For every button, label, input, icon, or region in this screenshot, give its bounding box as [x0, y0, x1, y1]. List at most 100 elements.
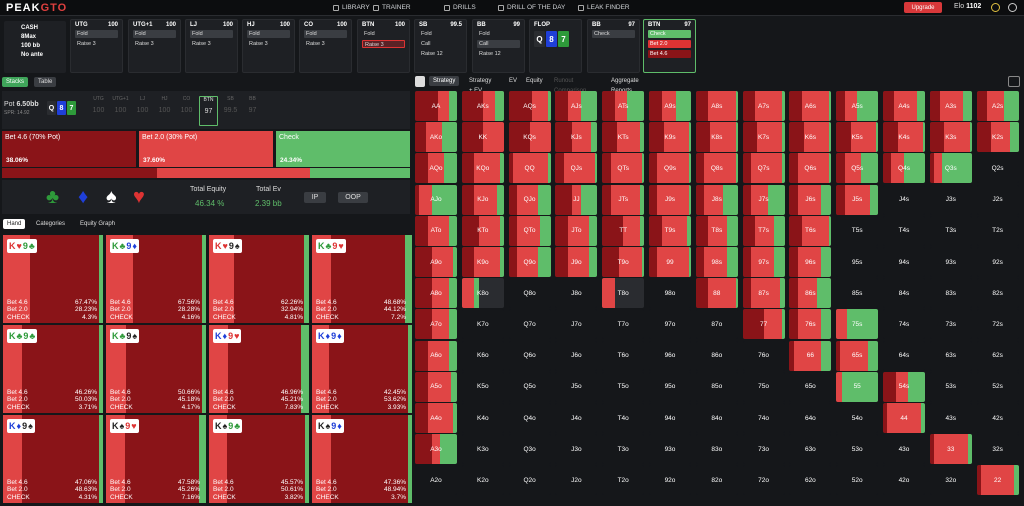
range-cell-96s[interactable]: 96s — [789, 247, 832, 277]
action-option[interactable]: Raise 3 — [249, 41, 268, 47]
range-cell-95o[interactable]: 95o — [649, 371, 691, 402]
action-option[interactable]: Check — [592, 30, 635, 38]
nav-library[interactable]: LIBRARY — [333, 4, 370, 11]
range-cell-J7s[interactable]: J7s — [742, 184, 785, 215]
club-icon[interactable]: ♣ — [46, 186, 60, 208]
range-cell-76o[interactable]: 76o — [742, 340, 785, 371]
action-2[interactable]: Check 24.34% — [276, 131, 410, 167]
range-cell-KTo[interactable]: KTo — [461, 215, 504, 246]
action-option[interactable]: Call — [421, 41, 431, 47]
action-1[interactable]: Bet 2.0 (30% Pot) 37.60% — [139, 131, 273, 167]
position-hj[interactable]: HJ 100 Fold Raise 3 — [242, 19, 295, 73]
user-icon[interactable] — [1008, 3, 1017, 12]
range-cell-T5o[interactable]: T5o — [602, 371, 645, 402]
range-cell-Q7o[interactable]: Q7o — [508, 309, 551, 340]
nav-drills[interactable]: DRILLS — [444, 4, 476, 11]
range-cell-77[interactable]: 77 — [742, 309, 785, 340]
range-cell-KTs[interactable]: KTs — [602, 122, 645, 153]
range-cell-T8o[interactable]: T8o — [602, 278, 645, 309]
position-co[interactable]: CO 100 Fold Raise 3 — [299, 19, 352, 73]
range-cell-T7o[interactable]: T7o — [602, 309, 645, 340]
range-cell-96o[interactable]: 96o — [649, 340, 691, 371]
position-bbpos[interactable]: BB 97 Check — [587, 19, 640, 73]
range-cell-K9s[interactable]: K9s — [649, 122, 691, 153]
range-cell-T4o[interactable]: T4o — [602, 403, 645, 433]
range-cell-62s[interactable]: 62s — [976, 340, 1019, 371]
flop-panel[interactable]: FLOP Q 8 7 — [529, 19, 582, 73]
settings-icon[interactable] — [1008, 76, 1020, 87]
range-cell-54s[interactable]: 54s — [883, 371, 925, 402]
combo-cell[interactable]: K ♣ 9 ♠ Bet 4.6 50.66% Bet 2.0 45.18% CHECK 4.… — [106, 325, 206, 413]
range-cell-J2o[interactable]: J2o — [555, 465, 598, 496]
range-cell-52s[interactable]: 52s — [976, 371, 1019, 402]
range-cell-T6s[interactable]: T6s — [789, 215, 832, 246]
range-cell-84o[interactable]: 84o — [695, 403, 738, 433]
heart-icon[interactable]: ♥ — [133, 186, 145, 208]
range-cell-K8o[interactable]: K8o — [461, 278, 504, 309]
range-cell-Q3o[interactable]: Q3o — [508, 434, 551, 465]
spade-icon[interactable]: ♠ — [106, 186, 117, 208]
range-cell-T2o[interactable]: T2o — [602, 465, 645, 496]
range-cell-J4o[interactable]: J4o — [555, 403, 598, 433]
range-cell-66[interactable]: 66 — [789, 340, 832, 371]
range-cell-Q6o[interactable]: Q6o — [508, 340, 551, 371]
range-cell-J2s[interactable]: J2s — [976, 184, 1019, 215]
action-option[interactable]: Raise 3 — [77, 41, 96, 47]
upgrade-button[interactable]: Upgrade — [904, 2, 942, 13]
range-cell-QJo[interactable]: QJo — [508, 184, 551, 215]
range-cell-Q2s[interactable]: Q2s — [976, 153, 1019, 184]
action-option[interactable]: Call — [477, 40, 520, 48]
range-cell-T2s[interactable]: T2s — [976, 215, 1019, 246]
range-cell-Q4s[interactable]: Q4s — [883, 153, 925, 184]
range-cell-Q8o[interactable]: Q8o — [508, 278, 551, 309]
combo-cell[interactable]: K ♥ 9 ♣ Bet 4.6 67.47% Bet 2.0 28.23% CHECK 4.… — [3, 235, 103, 323]
nav-drill-of-the-day[interactable]: DRILL OF THE DAY — [498, 4, 565, 11]
range-cell-AKs[interactable]: AKs — [461, 91, 504, 121]
range-cell-Q8s[interactable]: Q8s — [695, 153, 738, 184]
position-sb[interactable]: SB 99.5 Fold Call Raise 12 — [414, 19, 467, 73]
range-cell-K9o[interactable]: K9o — [461, 247, 504, 277]
range-cell-97o[interactable]: 97o — [649, 309, 691, 340]
range-cell-A7s[interactable]: A7s — [742, 91, 785, 121]
range-cell-Q4o[interactable]: Q4o — [508, 403, 551, 433]
range-cell-J9o[interactable]: J9o — [555, 247, 598, 277]
range-cell-72o[interactable]: 72o — [742, 465, 785, 496]
range-cell-AJs[interactable]: AJs — [555, 91, 598, 121]
tab-runout-comparison[interactable]: Runout Comparison — [554, 78, 586, 94]
combo-cell[interactable]: K ♣ 9 ♣ Bet 4.6 46.26% Bet 2.0 50.03% CHECK 3.… — [3, 325, 103, 413]
range-cell-T7s[interactable]: T7s — [742, 215, 785, 246]
range-cell-QJs[interactable]: QJs — [555, 153, 598, 184]
range-cell-93s[interactable]: 93s — [929, 247, 972, 277]
action-option[interactable]: Fold — [190, 30, 233, 38]
range-cell-J3o[interactable]: J3o — [555, 434, 598, 465]
combo-cell[interactable]: K ♦ 9 ♠ Bet 4.6 47.06% Bet 2.0 48.63% CHECK 4.… — [3, 415, 103, 503]
combo-cell[interactable]: K ♥ 9 ♠ Bet 4.6 62.26% Bet 2.0 32.94% CHECK 4.… — [209, 235, 309, 323]
combo-cell[interactable]: K ♣ 9 ♦ Bet 4.6 67.56% Bet 2.0 28.28% CHECK 4.… — [106, 235, 206, 323]
range-cell-KQo[interactable]: KQo — [461, 153, 504, 184]
action-option[interactable]: Raise 3 — [362, 40, 405, 48]
range-cell-Q2o[interactable]: Q2o — [508, 465, 551, 496]
chat-icon[interactable] — [991, 3, 1000, 12]
range-cell-T8s[interactable]: T8s — [695, 215, 738, 246]
tab-table[interactable]: Table — [34, 77, 57, 87]
oop-button[interactable]: OOP — [338, 192, 368, 203]
range-cell-73s[interactable]: 73s — [929, 309, 972, 340]
range-cell-T5s[interactable]: T5s — [836, 215, 879, 246]
tab-hand[interactable]: Hand — [3, 219, 26, 229]
range-cell-T6o[interactable]: T6o — [602, 340, 645, 371]
action-0[interactable]: Bet 4.6 (70% Pot) 38.06% — [2, 131, 136, 167]
range-cell-85s[interactable]: 85s — [836, 278, 879, 309]
range-cell-KQs[interactable]: KQs — [508, 122, 551, 153]
position-btnpos[interactable]: BTN 97 Check Bet 2.0 Bet 4.6 — [643, 19, 696, 73]
range-cell-64o[interactable]: 64o — [789, 403, 832, 433]
range-cell-AA[interactable]: AA — [415, 91, 457, 121]
action-option[interactable]: Bet 2.0 — [648, 40, 691, 48]
range-cell-QQ[interactable]: QQ — [508, 153, 551, 184]
range-cell-T9o[interactable]: T9o — [602, 247, 645, 277]
combo-cell[interactable]: K ♠ 9 ♣ Bet 4.6 45.57% Bet 2.0 50.61% CHECK 3.… — [209, 415, 309, 503]
range-cell-Q5s[interactable]: Q5s — [836, 153, 879, 184]
tab-stacks[interactable]: Stacks — [2, 77, 29, 87]
position-utg[interactable]: UTG 100 Fold Raise 3 — [70, 19, 123, 73]
tab-strategy[interactable]: Strategy — [429, 76, 460, 86]
range-cell-K7o[interactable]: K7o — [461, 309, 504, 340]
